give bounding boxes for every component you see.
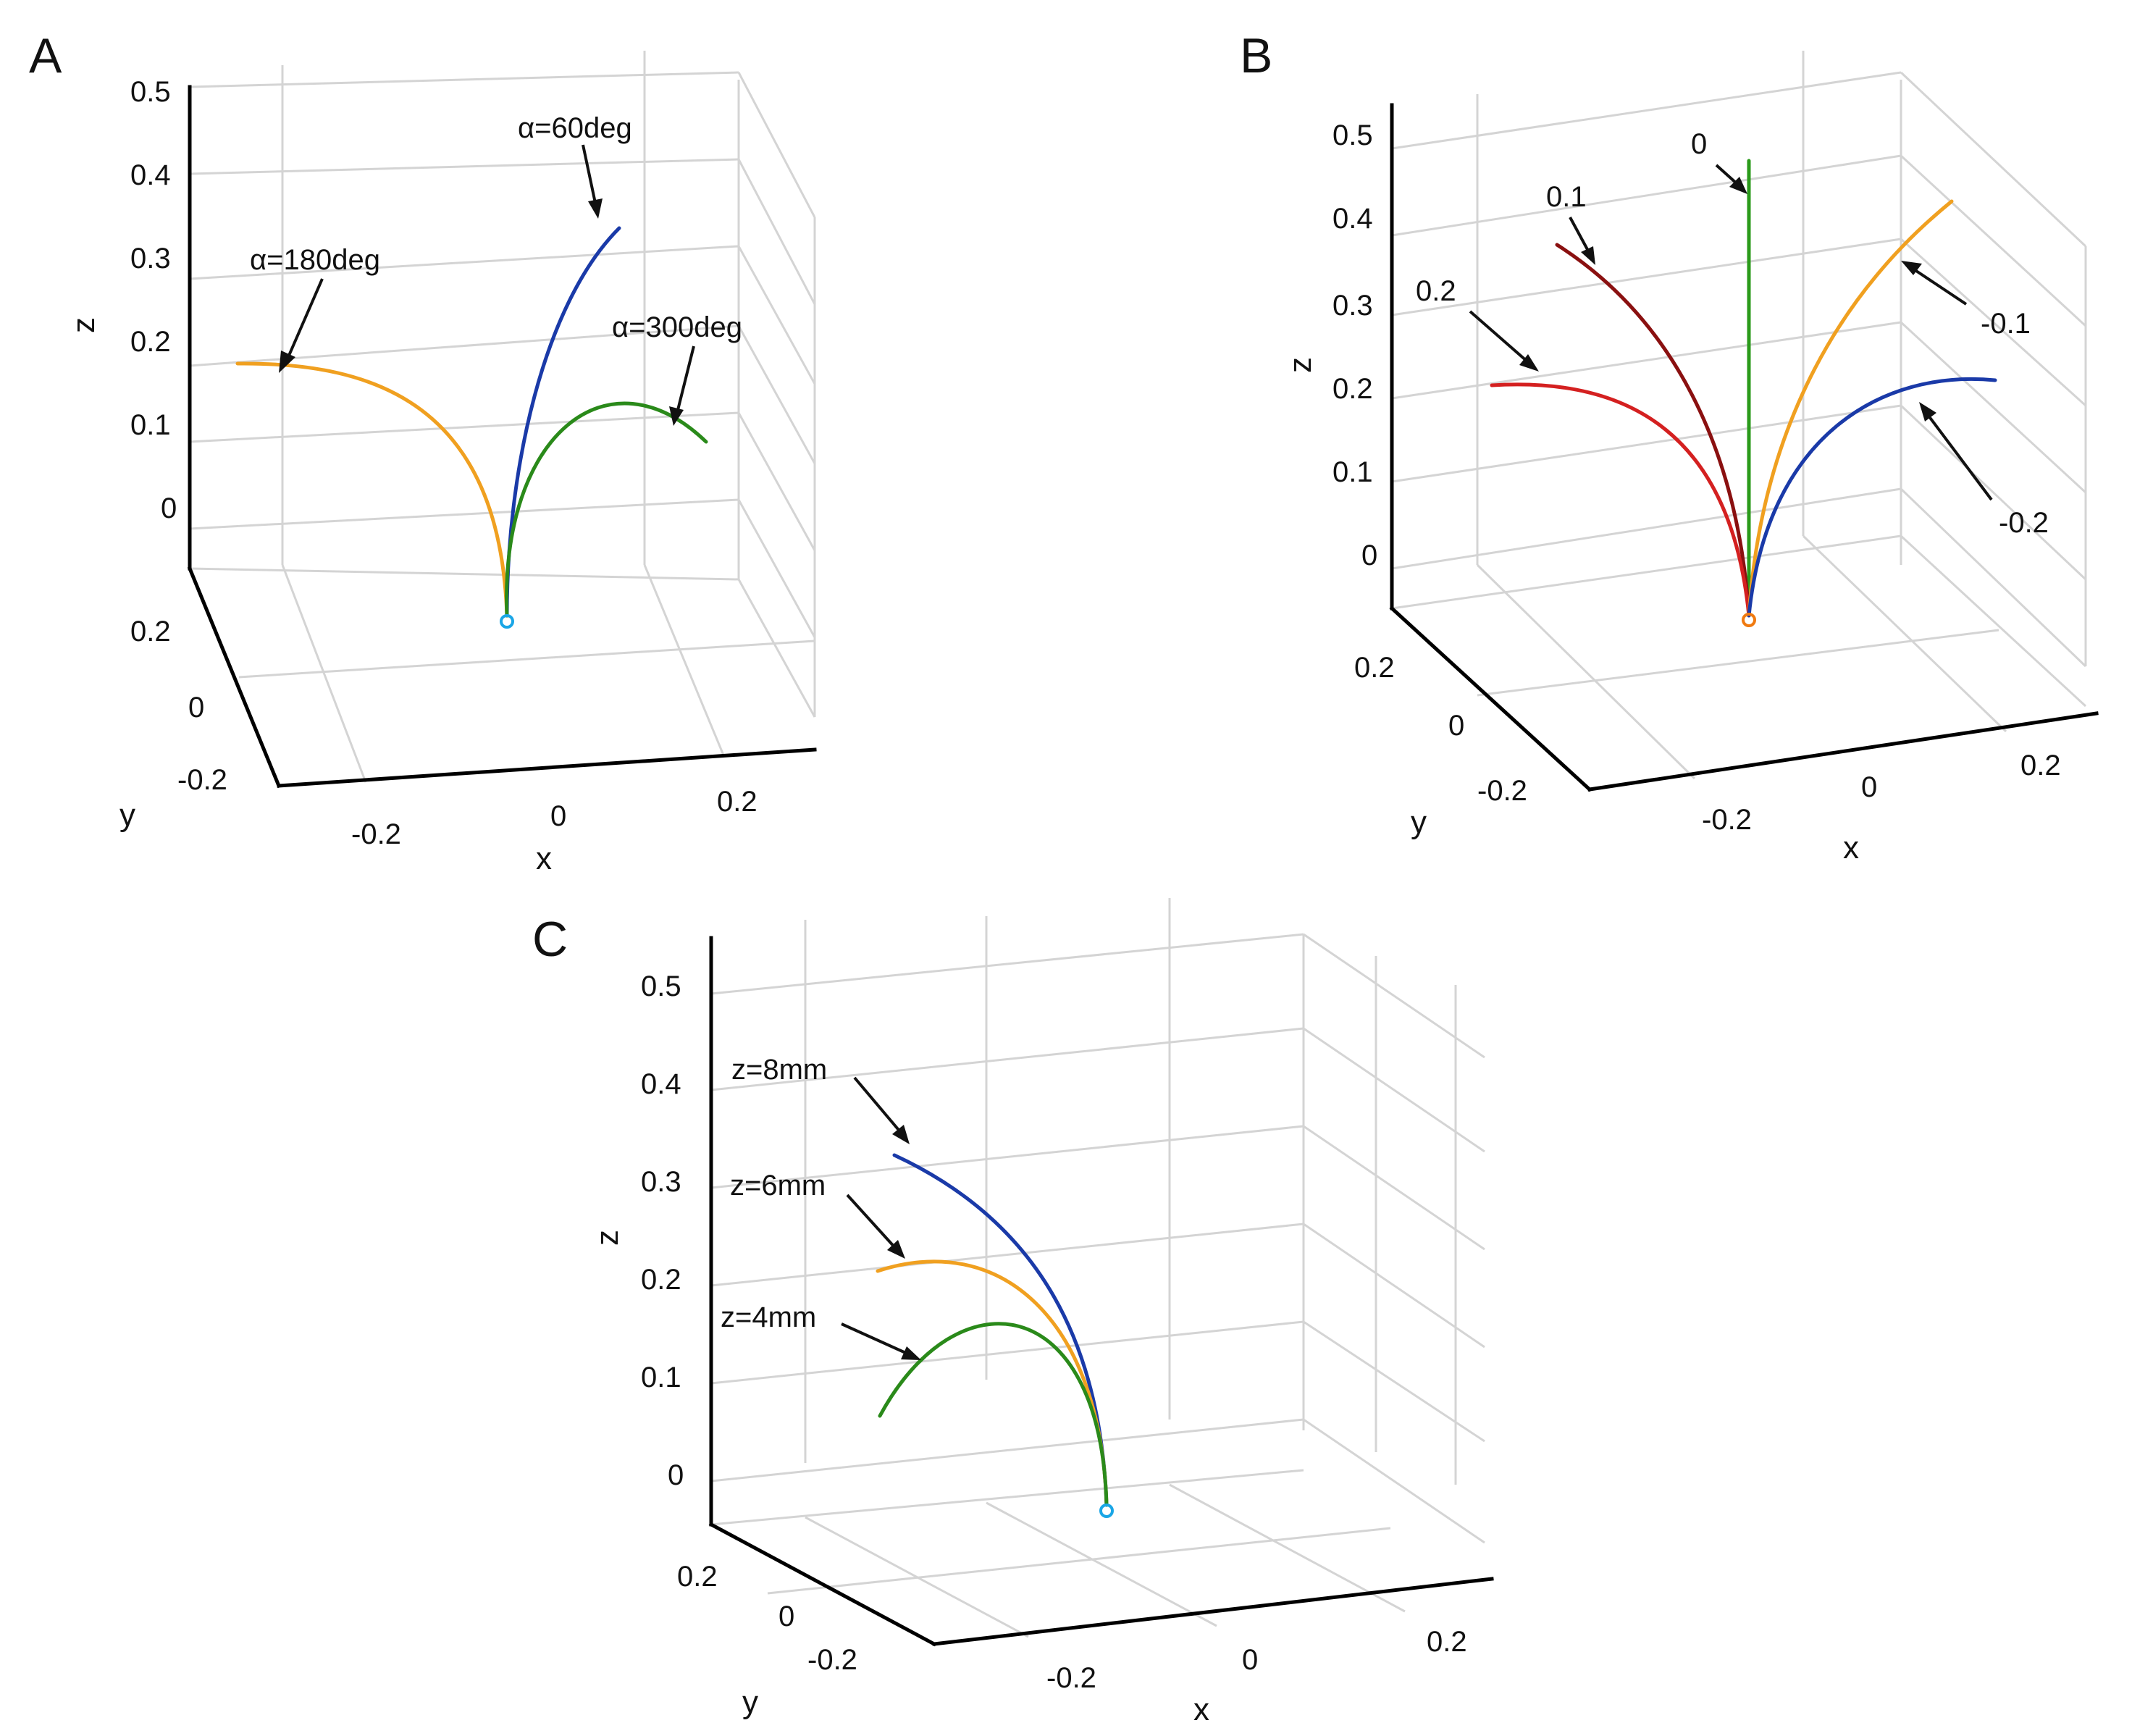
z-tick-label: 0.4 (1332, 203, 1373, 235)
z-tick-label: 0 (1361, 540, 1377, 571)
y-tick-label: 0.2 (130, 616, 171, 647)
annotation-0: 0 (1691, 128, 1707, 160)
z-tick-label: 0 (161, 492, 177, 524)
series-line-neg-0-2 (1747, 377, 1997, 618)
z-tick-label: 0.4 (641, 1068, 681, 1100)
y-tick-label: -0.2 (807, 1644, 857, 1676)
y-tick-label: 0 (188, 692, 204, 724)
panel-c-z-ticks: 0.5 0.4 0.3 0.2 0.1 0 z (589, 970, 684, 1491)
panel-b-x-ticks: -0.2 0 0.2 x (1702, 750, 2061, 865)
annotation-alpha-180: α=180deg (250, 244, 380, 276)
y-axis-label: y (1411, 805, 1427, 840)
z-tick-label: 0.4 (130, 159, 171, 191)
x-tick-label: -0.2 (351, 818, 401, 850)
y-tick-label: 0 (1448, 710, 1464, 742)
series-line-alpha-180 (235, 361, 509, 618)
origin-marker (1099, 1504, 1114, 1518)
y-tick-label: 0.2 (1354, 652, 1395, 684)
panel-a-axes (187, 85, 817, 789)
x-tick-label: 0.2 (717, 786, 757, 818)
panel-b-z-ticks: 0.5 0.4 0.3 0.2 0.1 0 z (1283, 119, 1377, 571)
z-tick-label: 0.2 (641, 1264, 681, 1296)
series-line-0-2 (1490, 382, 1751, 618)
panel-c-axes (708, 936, 1494, 1647)
z-tick-label: 0 (668, 1459, 684, 1491)
panel-label-b: B (1240, 28, 1272, 83)
y-axis-label: y (742, 1685, 758, 1720)
panel-a-z-ticks: 0.5 0.4 0.3 0.2 0.1 0 z (66, 76, 177, 524)
y-tick-label: 0.2 (677, 1561, 718, 1593)
x-tick-label: 0.2 (1427, 1626, 1467, 1658)
panel-c-grid (710, 898, 1485, 1645)
panel-a-x-ticks: -0.2 0 0.2 x (351, 786, 757, 876)
z-axis-label: z (589, 1230, 625, 1246)
series-line-z-4mm (878, 1322, 1109, 1507)
annotation-z-4mm: z=4mm (721, 1301, 816, 1333)
x-axis-label: x (1193, 1692, 1209, 1727)
z-tick-label: 0.1 (1332, 456, 1373, 488)
z-tick-label: 0.5 (641, 970, 681, 1002)
annotation-z-8mm: z=8mm (731, 1054, 827, 1086)
x-tick-label: 0 (1861, 771, 1877, 803)
z-tick-label: 0.1 (641, 1362, 681, 1393)
panel-b-axes (1389, 103, 2099, 792)
z-tick-label: 0.3 (130, 243, 171, 274)
z-tick-label: 0.2 (130, 326, 171, 358)
y-tick-label: -0.2 (1477, 775, 1527, 807)
panel-b-grid (1390, 51, 2087, 791)
annotation-neg-0-2: -0.2 (1999, 507, 2049, 539)
x-tick-label: 0 (550, 800, 566, 832)
x-axis-label: x (536, 841, 552, 876)
panel-b-annotations: 0 0.1 0.2 -0.1 -0.2 (1416, 128, 2049, 539)
annotation-0-2: 0.2 (1416, 275, 1456, 307)
x-tick-label: 0.2 (2020, 750, 2061, 781)
series-line-z-6mm (876, 1259, 1109, 1507)
panel-a: A (29, 28, 817, 876)
panel-c-x-ticks: -0.2 0 0.2 x (1046, 1626, 1467, 1727)
z-tick-label: 0.5 (1332, 119, 1373, 151)
x-tick-label: -0.2 (1046, 1662, 1096, 1694)
y-tick-label: -0.2 (177, 764, 227, 796)
panel-a-y-ticks: 0.2 0 -0.2 y (119, 616, 227, 833)
origin-marker (500, 614, 514, 629)
z-tick-label: 0.1 (130, 409, 171, 441)
y-axis-label: y (119, 797, 135, 833)
x-tick-label: -0.2 (1702, 804, 1752, 836)
x-tick-label: 0 (1242, 1644, 1258, 1676)
annotation-z-6mm: z=6mm (730, 1170, 826, 1202)
series-line-neg-0-1 (1747, 199, 1954, 618)
z-axis-label: z (1283, 357, 1318, 373)
annotation-0-1: 0.1 (1546, 181, 1587, 213)
z-tick-label: 0.3 (1332, 290, 1373, 322)
panel-c: C (532, 898, 1494, 1727)
panel-a-grid (188, 51, 816, 787)
panel-b: B (1240, 28, 2099, 865)
panel-a-annotations: α=180deg α=60deg α=300deg (250, 112, 742, 426)
x-axis-label: x (1843, 830, 1859, 865)
series-line-0-1 (1555, 243, 1751, 618)
panel-label-c: C (532, 912, 568, 967)
annotation-alpha-60: α=60deg (518, 112, 632, 144)
z-tick-label: 0.5 (130, 76, 171, 108)
z-tick-label: 0.2 (1332, 373, 1373, 405)
y-tick-label: 0 (778, 1601, 794, 1632)
z-axis-label: z (66, 317, 101, 333)
panel-label-a: A (29, 28, 62, 83)
series-line-alpha-300 (505, 401, 708, 618)
annotation-alpha-300: α=300deg (612, 311, 742, 343)
panel-c-annotations: z=8mm z=6mm z=4mm (721, 1054, 921, 1360)
series-line-z-8mm (892, 1153, 1109, 1507)
annotation-neg-0-1: -0.1 (1981, 308, 2031, 340)
origin-marker (1742, 613, 1756, 627)
z-tick-label: 0.3 (641, 1166, 681, 1198)
panel-b-y-ticks: 0.2 0 -0.2 y (1354, 652, 1527, 840)
panel-c-y-ticks: 0.2 0 -0.2 y (677, 1561, 857, 1720)
